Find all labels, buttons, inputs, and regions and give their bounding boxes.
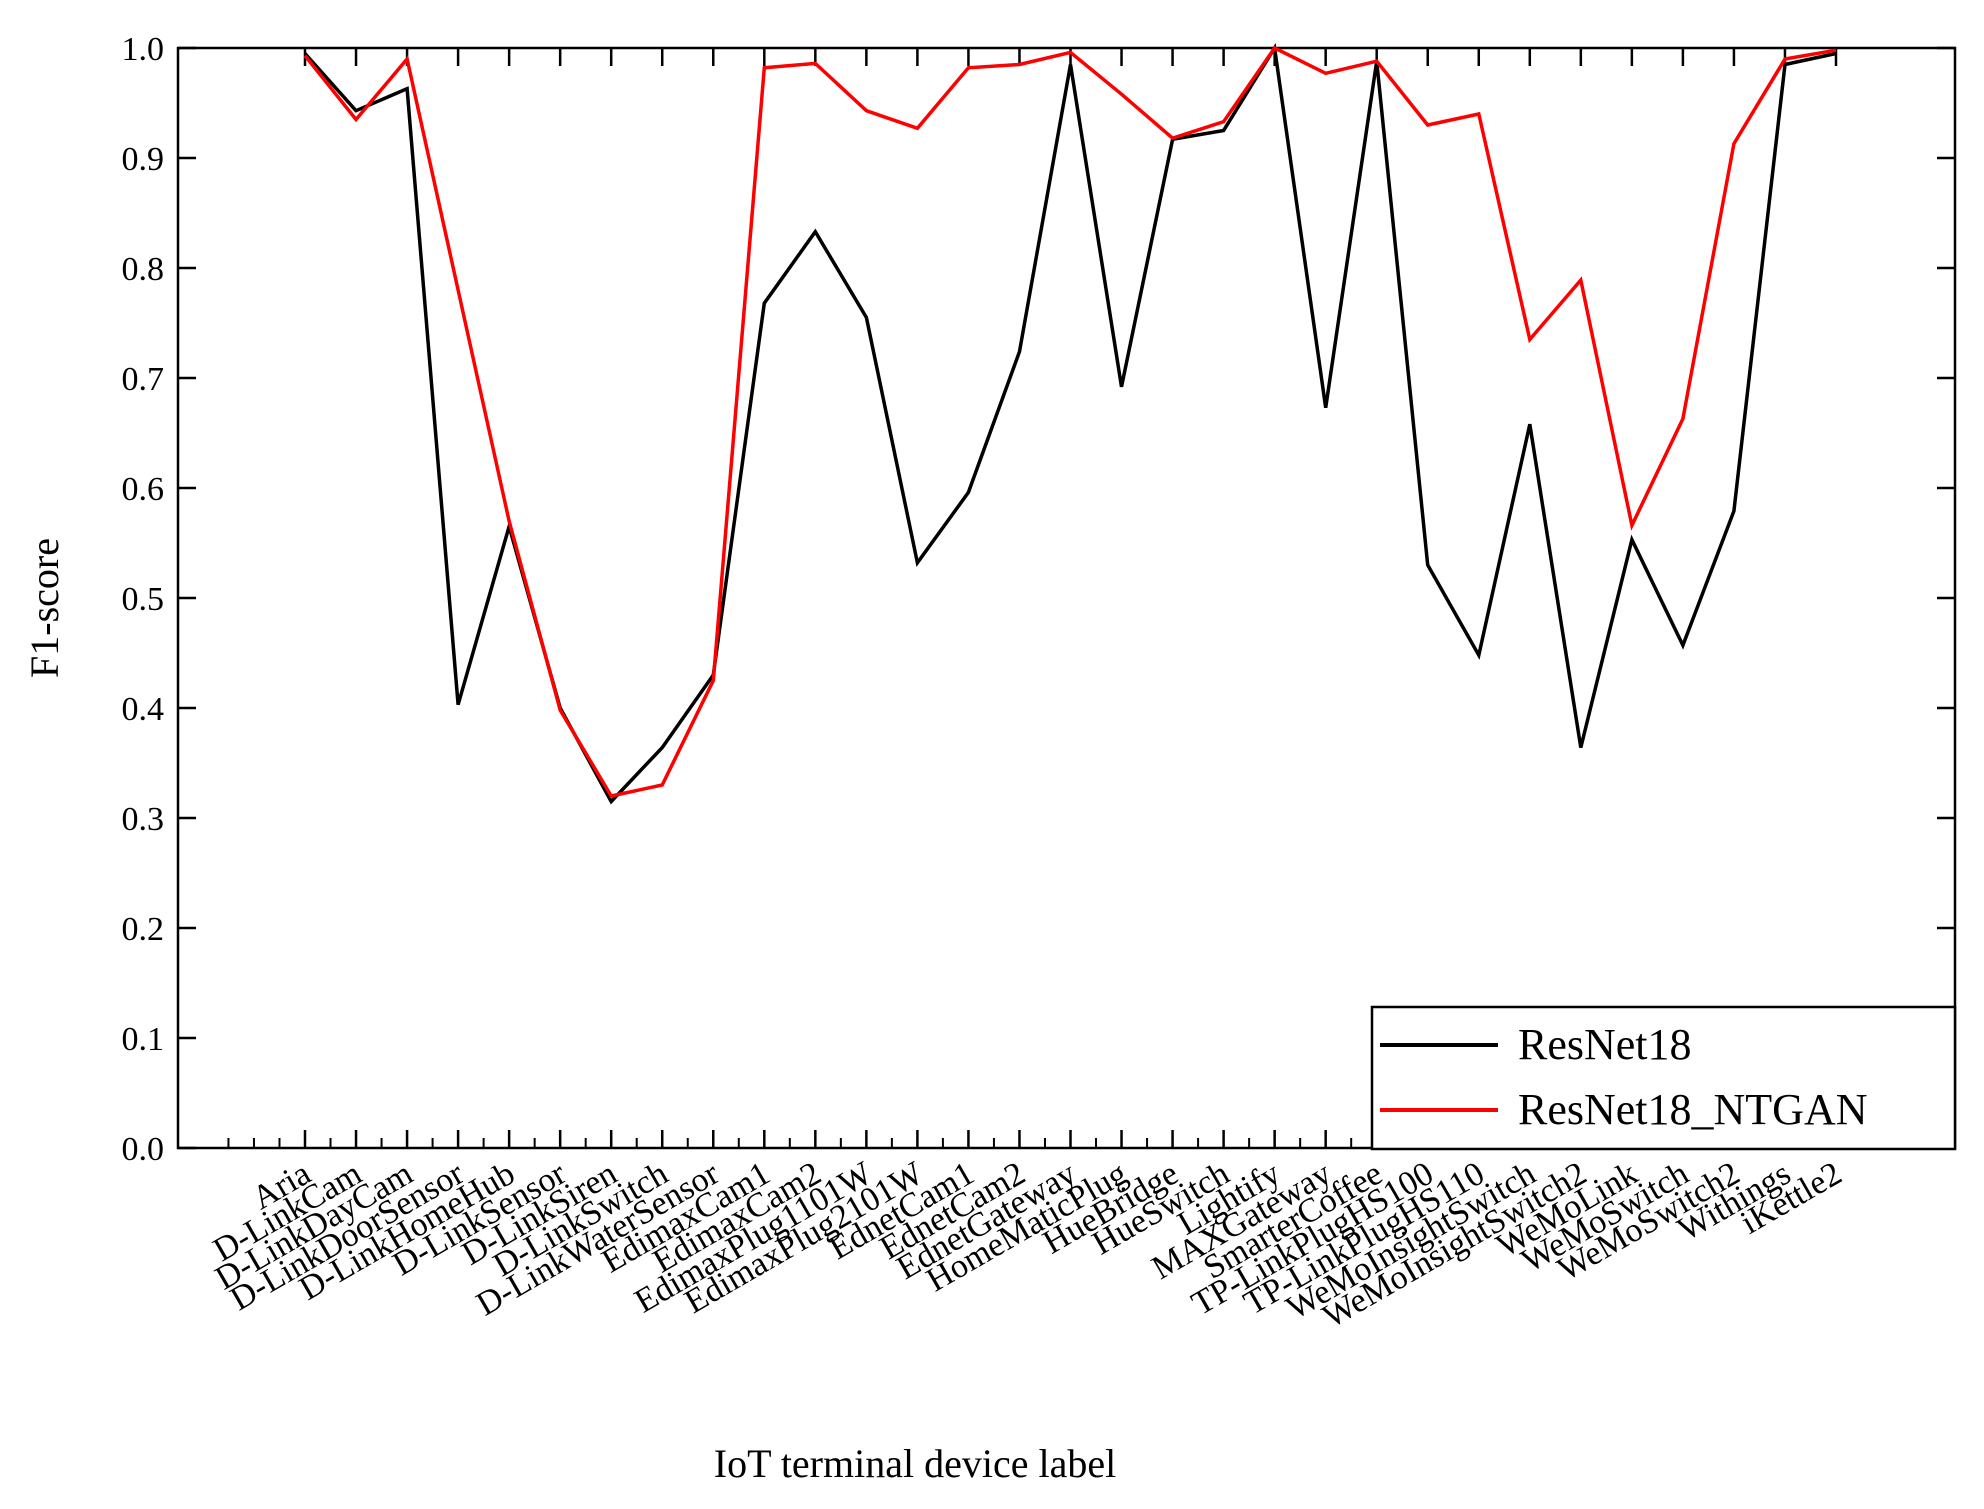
legend-label-resnet18: ResNet18 (1518, 1020, 1692, 1069)
y-axis: 0.0 0.1 0.2 0.3 0.4 0.5 0.6 0.7 0.8 0.9 1.0 (122, 31, 1955, 1168)
y-tick-label: 1.0 (122, 31, 165, 68)
legend-label-resnet18-ntgan: ResNet18_NTGAN (1518, 1085, 1868, 1134)
y-tick-label: 0.6 (122, 471, 165, 508)
y-tick-label: 0.4 (122, 691, 165, 728)
series-line-resnet18-ntgan (303, 45, 1837, 798)
y-tick-label: 0.2 (122, 911, 165, 948)
plot-frame (176, 46, 1957, 1150)
x-axis-title: IoT terminal device label (714, 1441, 1116, 1486)
y-tick-label: 0.5 (122, 581, 165, 618)
legend-box (1370, 1005, 1957, 1151)
y-tick-label: 0.3 (122, 801, 165, 838)
y-tick-label: 0.0 (122, 1131, 165, 1168)
y-tick-label: 0.9 (122, 141, 165, 178)
y-tick-label: 0.7 (122, 361, 165, 398)
y-tick-label: 0.1 (122, 1021, 165, 1058)
y-axis-title: F1-score (22, 538, 67, 678)
plot-area (176, 46, 1957, 1150)
series-layer (303, 42, 1837, 805)
legend: ResNet18 ResNet18_NTGAN (1370, 1005, 1957, 1151)
series-line-resnet18 (303, 42, 1837, 805)
y-tick-label: 0.8 (122, 251, 165, 288)
